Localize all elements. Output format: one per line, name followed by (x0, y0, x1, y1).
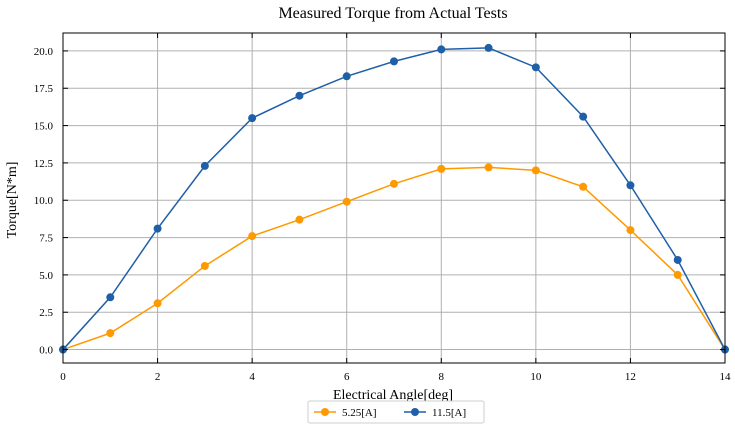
y-tick-label: 5.0 (39, 270, 53, 282)
data-point (154, 225, 162, 233)
data-point (485, 44, 493, 52)
grid (63, 33, 725, 363)
y-tick-label: 17.5 (34, 83, 54, 95)
data-point (154, 299, 162, 307)
series-line-1 (63, 48, 725, 350)
x-tick-label: 14 (720, 371, 732, 383)
data-point (390, 57, 398, 65)
data-point (295, 216, 303, 224)
x-tick-label: 4 (249, 371, 255, 383)
data-point (201, 262, 209, 270)
data-point (626, 226, 634, 234)
x-tick-label: 6 (344, 371, 350, 383)
y-tick-label: 15.0 (34, 121, 54, 133)
ticks: 0 2 4 6 8 10 12 14 0.0 2.5 5.0 7.5 10.0 12.5 15.0 17.5 2… (34, 33, 731, 383)
data-point (201, 162, 209, 170)
y-tick-label: 20.0 (34, 46, 54, 58)
data-point (437, 165, 445, 173)
chart: Measured Torque from Actual Tests 0 2 4 6 8 1… (0, 0, 735, 428)
data-point (390, 180, 398, 188)
x-tick-label: 12 (625, 371, 636, 383)
x-tick-label: 10 (530, 371, 542, 383)
data-point (579, 113, 587, 121)
series-line-0 (63, 167, 725, 349)
data-point (343, 72, 351, 80)
chart-title: Measured Torque from Actual Tests (278, 5, 507, 22)
y-axis-label: Torque[N*m] (5, 162, 20, 239)
data-point (248, 232, 256, 240)
data-point (532, 63, 540, 71)
legend-swatch-marker (411, 408, 419, 416)
data-point (532, 166, 540, 174)
x-tick-label: 2 (155, 371, 161, 383)
data-point (106, 293, 114, 301)
data-point (437, 45, 445, 53)
series-layer (59, 44, 729, 354)
x-tick-label: 8 (439, 371, 445, 383)
y-tick-label: 12.5 (34, 158, 54, 170)
x-tick-label: 0 (60, 371, 66, 383)
data-point (626, 181, 634, 189)
y-tick-label: 0.0 (39, 345, 53, 357)
data-point (343, 198, 351, 206)
legend: 5.25[A] 11.5[A] (308, 401, 484, 423)
legend-swatch-marker (321, 408, 329, 416)
data-point (248, 114, 256, 122)
data-point (485, 163, 493, 171)
data-point (106, 329, 114, 337)
legend-label: 5.25[A] (342, 407, 377, 419)
y-tick-label: 2.5 (39, 307, 53, 319)
data-point (674, 256, 682, 264)
data-point (674, 271, 682, 279)
legend-label: 11.5[A] (432, 407, 466, 419)
data-point (295, 92, 303, 100)
y-tick-label: 10.0 (34, 195, 54, 207)
data-point (579, 183, 587, 191)
y-tick-label: 7.5 (39, 233, 53, 245)
plot-frame (63, 33, 725, 363)
